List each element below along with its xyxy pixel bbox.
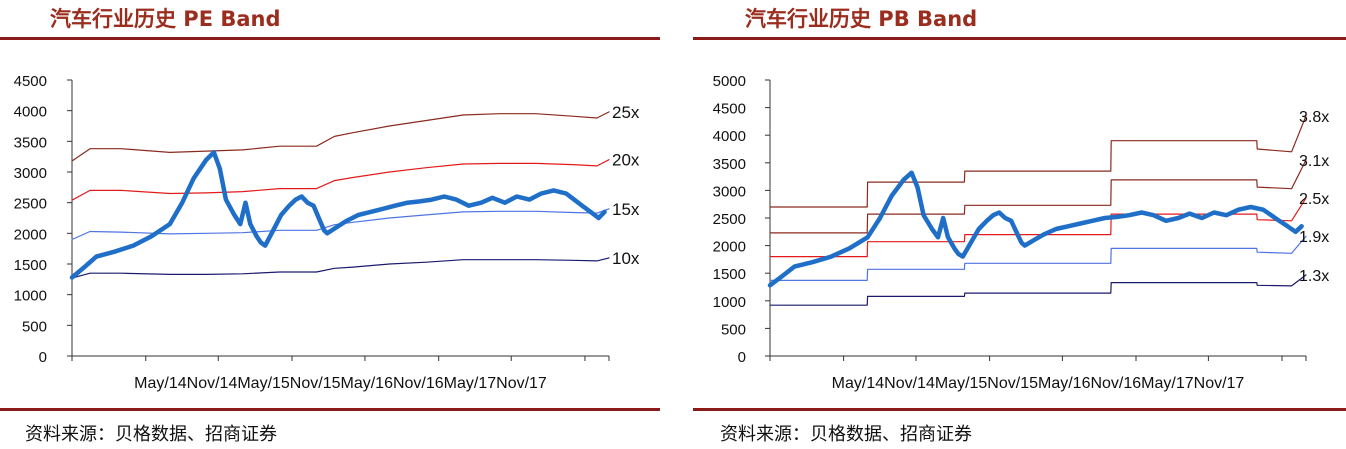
band-label: 10x <box>612 249 640 268</box>
source-note: 资料来源：贝格数据、招商证券 <box>720 424 972 445</box>
y-tick-label: 3000 <box>713 183 746 200</box>
y-tick-label: 2000 <box>713 239 746 256</box>
y-tick-label: 2000 <box>14 226 47 243</box>
pe-band-title: 汽车行业历史 PE Band <box>50 7 281 31</box>
band-label: 3.1x <box>1299 153 1329 170</box>
title-divider <box>0 37 660 40</box>
pe-band-panel: 汽车行业历史 PE Band 0 500 1000 1500 2000 2500 3000 3… <box>0 0 660 449</box>
y-tick-label: 1000 <box>14 288 47 305</box>
y-tick-label: 1500 <box>713 266 746 283</box>
band-label: 2.5x <box>1299 191 1329 208</box>
y-tick-label: 0 <box>738 349 746 366</box>
y-tick-label: 3500 <box>713 156 746 173</box>
source-note: 资料来源：贝格数据、招商证券 <box>25 424 277 445</box>
index-line <box>767 170 1304 288</box>
y-tick-label: 4500 <box>713 101 746 118</box>
band-label: 20x <box>612 151 640 170</box>
y-tick-label: 0 <box>39 349 47 366</box>
band-label: 3.8x <box>1299 109 1329 126</box>
band-line-25x <box>71 111 610 162</box>
pb-band-panel: 汽车行业历史 PB Band 0 500 1000 1500 2000 2500 3000 3… <box>693 0 1346 449</box>
band-line-10x <box>71 257 610 279</box>
pb-band-title: 汽车行业历史 PB Band <box>745 7 978 31</box>
x-tick-labels: May/14Nov/14May/15Nov/15May/16Nov/16May/… <box>134 375 547 392</box>
band-line-1-3x <box>769 274 1307 306</box>
title-divider <box>693 37 1346 40</box>
x-tick-labels: May/14Nov/14May/15Nov/15May/16Nov/16May/… <box>832 375 1245 392</box>
y-tick-label: 500 <box>22 318 47 335</box>
band-line-1-9x <box>769 235 1307 281</box>
y-tick-label: 5000 <box>713 73 746 90</box>
y-tick-label: 3500 <box>14 134 47 151</box>
band-line-3-8x <box>769 115 1307 208</box>
source-divider <box>693 408 1346 411</box>
band-line-2-5x <box>769 197 1307 258</box>
y-tick-label: 1500 <box>14 257 47 274</box>
band-line-20x <box>71 159 610 201</box>
y-tick-label: 4000 <box>713 128 746 145</box>
y-tick-label: 4000 <box>14 104 47 121</box>
pe-band-chart: 0 500 1000 1500 2000 2500 3000 3500 4000 4500 May/… <box>14 73 640 392</box>
y-tick-label: 500 <box>721 321 746 338</box>
y-tick-label: 3000 <box>14 165 47 182</box>
y-tick-label: 4500 <box>14 73 47 90</box>
pb-band-chart: 0 500 1000 1500 2000 2500 3000 3500 4000 4500 5000… <box>713 73 1330 392</box>
y-tick-label: 1000 <box>713 294 746 311</box>
band-label: 1.9x <box>1299 229 1329 246</box>
band-label: 15x <box>612 200 640 219</box>
y-tick-label: 2500 <box>14 196 47 213</box>
band-line-3-1x <box>769 159 1307 234</box>
band-label: 25x <box>612 103 640 122</box>
band-label: 1.3x <box>1299 268 1329 285</box>
source-divider <box>0 408 660 411</box>
index-line <box>69 150 607 280</box>
y-tick-label: 2500 <box>713 211 746 228</box>
